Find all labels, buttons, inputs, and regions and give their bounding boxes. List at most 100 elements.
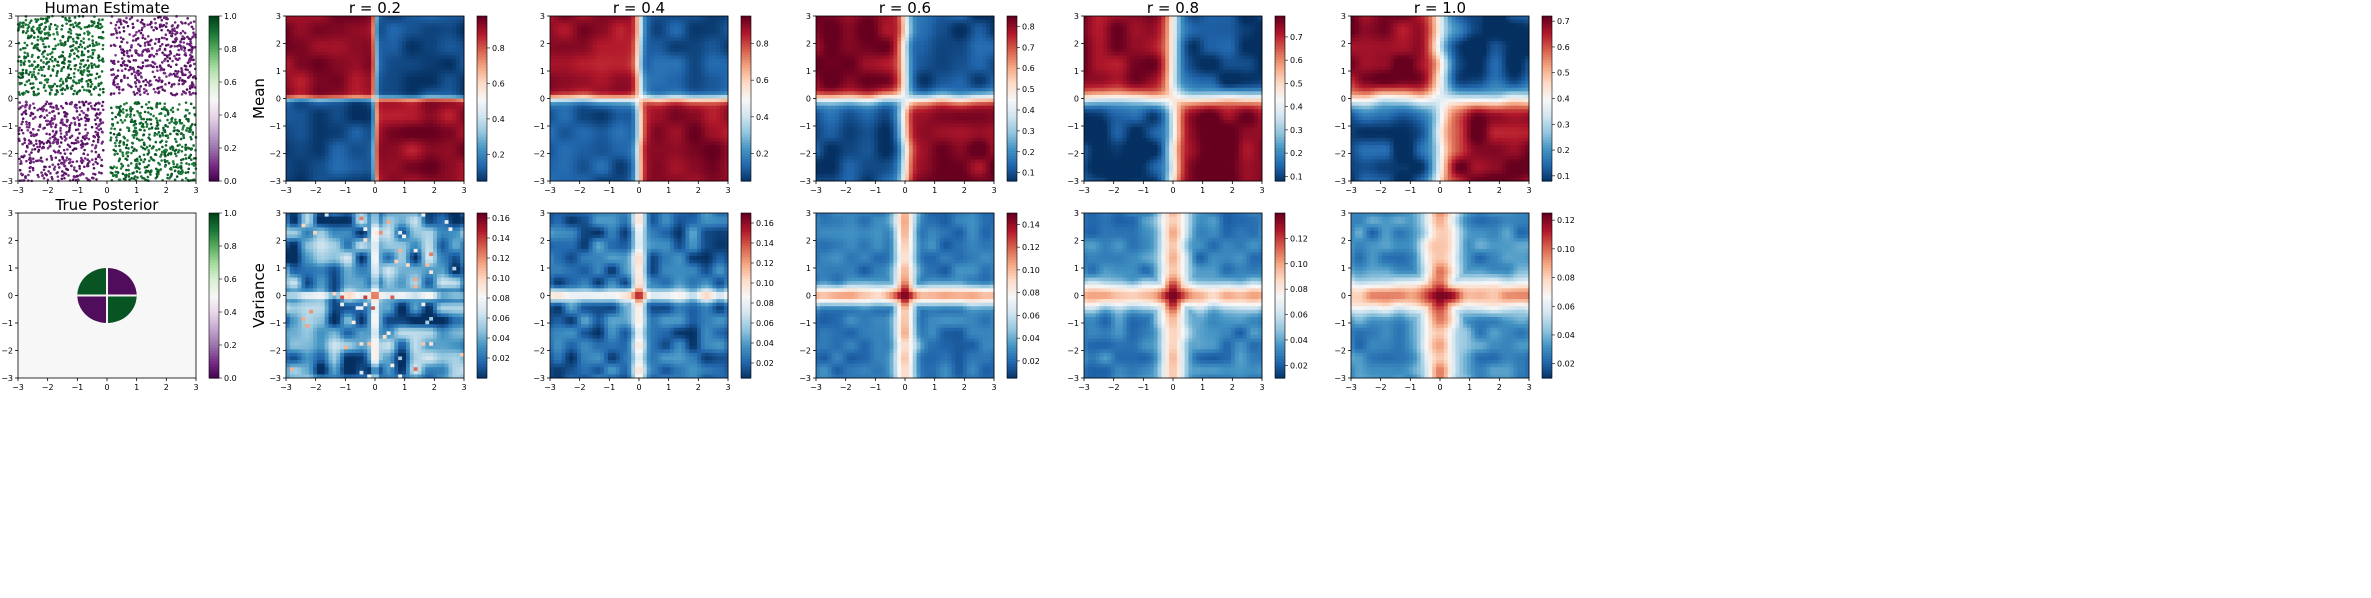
scatter-point xyxy=(82,59,85,62)
scatter-point xyxy=(88,91,91,94)
heatmap-cell xyxy=(456,45,460,49)
scatter-point xyxy=(158,77,161,80)
heatmap-cell xyxy=(329,156,333,160)
heatmap-cell xyxy=(445,27,449,31)
scatter-point xyxy=(140,29,143,32)
heatmap-cell xyxy=(363,149,367,153)
heatmap-cell xyxy=(452,120,456,124)
scatter-point xyxy=(34,116,37,119)
heatmap-cell xyxy=(383,70,387,74)
heatmap-cell xyxy=(600,81,604,85)
heatmap-cell xyxy=(418,55,422,59)
heatmap-cell xyxy=(554,45,558,49)
heatmap-cell xyxy=(425,34,429,38)
heatmap-cell xyxy=(577,70,581,74)
heatmap-cell xyxy=(437,174,441,178)
scatter-point xyxy=(91,158,94,161)
scatter-point xyxy=(130,152,133,155)
scatter-point xyxy=(21,120,24,123)
scatter-point xyxy=(156,87,159,90)
scatter-point xyxy=(144,111,147,114)
heatmap-cell xyxy=(356,30,360,34)
scatter-point xyxy=(78,132,81,135)
heatmap-cell xyxy=(309,73,313,77)
heatmap-cell xyxy=(562,124,566,128)
heatmap-cell xyxy=(394,23,398,27)
heatmap-cell xyxy=(394,66,398,70)
scatter-point xyxy=(84,124,87,127)
scatter-point xyxy=(123,30,126,33)
heatmap-cell xyxy=(367,149,371,153)
heatmap-cell xyxy=(562,116,566,120)
heatmap-cell xyxy=(550,55,554,59)
heatmap-cell xyxy=(321,152,325,156)
heatmap-cell xyxy=(406,81,410,85)
scatter-point xyxy=(156,102,159,105)
scatter-point xyxy=(132,150,135,153)
heatmap-cell xyxy=(418,113,422,117)
heatmap-cell xyxy=(379,167,383,171)
heatmap-cell xyxy=(356,20,360,24)
scatter-point xyxy=(36,27,39,30)
heatmap-cell xyxy=(290,23,294,27)
heatmap-cell xyxy=(418,99,422,103)
scatter-point xyxy=(114,45,117,48)
heatmap-cell xyxy=(550,66,554,70)
heatmap-cell xyxy=(387,41,391,45)
heatmap-cell xyxy=(286,77,290,81)
heatmap-cell xyxy=(562,170,566,174)
panel-title: Human Estimate xyxy=(44,0,169,17)
heatmap-cell xyxy=(390,63,394,67)
heatmap-cell xyxy=(554,20,558,24)
heatmap-cell xyxy=(344,145,348,149)
heatmap-cell xyxy=(390,27,394,31)
heatmap-cell xyxy=(379,163,383,167)
heatmap-cell xyxy=(565,23,569,27)
heatmap-cell xyxy=(437,159,441,163)
heatmap-cell xyxy=(329,70,333,74)
heatmap-cell xyxy=(344,134,348,138)
heatmap-cell xyxy=(573,142,577,146)
heatmap-cell xyxy=(325,66,329,70)
heatmap-cell xyxy=(429,127,433,131)
scatter-point xyxy=(151,47,154,50)
heatmap-cell xyxy=(317,63,321,67)
heatmap-cell xyxy=(383,99,387,103)
heatmap-cell xyxy=(433,156,437,160)
scatter-point xyxy=(141,138,144,141)
scatter-point xyxy=(178,53,181,56)
heatmap-cell xyxy=(569,20,573,24)
heatmap-cell xyxy=(569,30,573,34)
heatmap-cell xyxy=(375,152,379,156)
heatmap-cell xyxy=(581,134,585,138)
scatter-point xyxy=(186,147,189,150)
heatmap-cell xyxy=(290,52,294,56)
heatmap-cell xyxy=(600,52,604,56)
heatmap-cell xyxy=(309,106,313,110)
heatmap-cell xyxy=(286,16,290,20)
heatmap-cell xyxy=(585,20,589,24)
heatmap-cell xyxy=(305,120,309,124)
scatter-point xyxy=(171,24,174,27)
heatmap-cell xyxy=(449,174,453,178)
heatmap-cell xyxy=(410,145,414,149)
heatmap-cell xyxy=(406,41,410,45)
scatter-point xyxy=(48,45,51,48)
scatter-point xyxy=(126,52,129,55)
heatmap-cell xyxy=(550,63,554,67)
heatmap-cell xyxy=(294,59,298,63)
heatmap-cell xyxy=(375,131,379,135)
heatmap-cell xyxy=(290,84,294,88)
heatmap-cell xyxy=(290,113,294,117)
scatter-point xyxy=(175,63,178,66)
heatmap-cell xyxy=(290,106,294,110)
heatmap-cell xyxy=(550,152,554,156)
scatter-point xyxy=(48,28,51,31)
heatmap-cell xyxy=(573,106,577,110)
scatter-point xyxy=(122,111,125,114)
heatmap-cell xyxy=(371,20,375,24)
scatter-point xyxy=(181,122,184,125)
heatmap-cell xyxy=(387,23,391,27)
heatmap-cell xyxy=(301,84,305,88)
heatmap-cell xyxy=(577,59,581,63)
